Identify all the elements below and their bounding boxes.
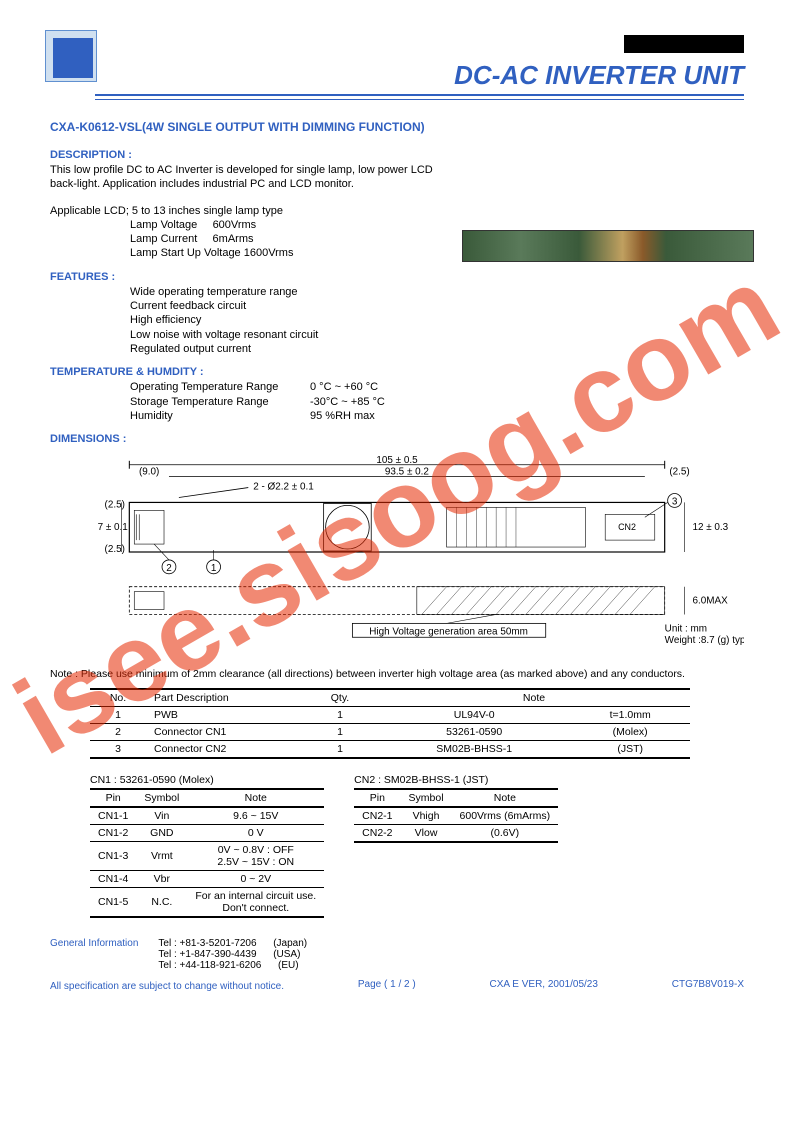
humidity: Humidity95 %RH max [130, 409, 744, 423]
svg-text:2: 2 [166, 563, 172, 574]
svg-text:(2.5): (2.5) [105, 544, 125, 555]
svg-text:93.5 ± 0.2: 93.5 ± 0.2 [385, 467, 429, 478]
svg-text:(2.5): (2.5) [105, 500, 125, 511]
table-row: 3 Connector CN2 1 SM02B-BHSS-1 (JST) [90, 741, 690, 759]
svg-text:2 - Ø2.2 ± 0.1: 2 - Ø2.2 ± 0.1 [253, 482, 314, 493]
svg-text:High Voltage generation area 5: High Voltage generation area 50mm [369, 626, 528, 637]
feature-item: Current feedback circuit [130, 299, 744, 313]
svg-text:Weight :8.7 (g) typ.: Weight :8.7 (g) typ. [665, 635, 744, 646]
storage-temp: Storage Temperature Range-30°C ~ +85 °C [130, 395, 744, 409]
parts-table: No. Part Description Qty. Note 1 PWB 1 U… [90, 688, 690, 759]
table-row: CN2-2Vlow(0.6V) [354, 825, 558, 843]
svg-text:(2.5): (2.5) [669, 467, 689, 478]
applicable-lcd: Applicable LCD; 5 to 13 inches single la… [50, 204, 744, 218]
svg-text:3: 3 [672, 497, 678, 508]
black-bar [624, 35, 744, 53]
cn1-caption: CN1 : 53261-0590 (Molex) [90, 774, 324, 786]
features-heading: FEATURES : [50, 271, 744, 283]
version: CXA E VER, 2001/05/23 [490, 979, 598, 992]
feature-item: Low noise with voltage resonant circuit [130, 328, 744, 342]
page-number: Page ( 1 / 2 ) [358, 979, 416, 992]
cn1-block: CN1 : 53261-0590 (Molex) Pin Symbol Note… [90, 774, 324, 918]
svg-text:CN2: CN2 [618, 522, 636, 532]
note: Note : Please use minimum of 2mm clearan… [50, 668, 744, 680]
header: DC-AC INVERTER UNIT [50, 30, 744, 110]
title-underline [95, 94, 744, 100]
svg-text:1: 1 [211, 563, 217, 574]
description-text: This low profile DC to AC Inverter is de… [50, 163, 744, 192]
general-info-label: General Information [50, 938, 138, 971]
temperature-heading: TEMPERATURE & HUMDITY : [50, 366, 744, 378]
table-row: CN1-5N.C.For an internal circuit use. Do… [90, 888, 324, 918]
svg-text:Unit : mm: Unit : mm [665, 623, 707, 634]
table-row: 1 PWB 1 UL94V-0 t=1.0mm [90, 707, 690, 724]
svg-text:7 ± 0.1: 7 ± 0.1 [98, 522, 129, 533]
feature-item: High efficiency [130, 313, 744, 327]
table-row: CN1-3Vrmt0V ~ 0.8V : OFF 2.5V ~ 15V : ON [90, 842, 324, 871]
table-row: CN1-4Vbr0 ~ 2V [90, 871, 324, 888]
table-row: 2 Connector CN1 1 53261-0590 (Molex) [90, 724, 690, 741]
footer: General Information Tel : +81-3-5201-720… [50, 938, 744, 992]
subtitle: CXA-K0612-VSL(4W SINGLE OUTPUT WITH DIMM… [50, 120, 744, 134]
svg-text:105 ± 0.5: 105 ± 0.5 [376, 455, 418, 466]
table-row: CN2-1Vhigh600Vrms (6mArms) [354, 807, 558, 825]
main-title: DC-AC INVERTER UNIT [454, 60, 744, 91]
product-photo [462, 230, 754, 262]
doc-number: CTG7B8V019-X [672, 979, 744, 992]
dimensions-diagram: 105 ± 0.5 93.5 ± 0.2 (9.0) (2.5) 2 - Ø2.… [50, 452, 744, 652]
cn1-table: Pin Symbol Note CN1-1Vin9.6 ~ 15V CN1-2G… [90, 788, 324, 918]
cn2-caption: CN2 : SM02B-BHSS-1 (JST) [354, 774, 558, 786]
svg-text:6.0MAX: 6.0MAX [692, 596, 728, 607]
description-heading: DESCRIPTION : [50, 149, 744, 161]
table-row: CN1-1Vin9.6 ~ 15V [90, 807, 324, 825]
table-row: CN1-2GND0 V [90, 825, 324, 842]
feature-item: Wide operating temperature range [130, 285, 744, 299]
cn2-table: Pin Symbol Note CN2-1Vhigh600Vrms (6mArm… [354, 788, 558, 843]
disclaimer: All specification are subject to change … [50, 981, 284, 992]
cn2-block: CN2 : SM02B-BHSS-1 (JST) Pin Symbol Note… [354, 774, 558, 918]
dimensions-heading: DIMENSIONS : [50, 433, 744, 445]
svg-text:12 ± 0.3: 12 ± 0.3 [692, 522, 728, 533]
svg-text:(9.0): (9.0) [139, 467, 159, 478]
op-temp: Operating Temperature Range0 °C ~ +60 °C [130, 380, 744, 394]
feature-item: Regulated output current [130, 342, 744, 356]
